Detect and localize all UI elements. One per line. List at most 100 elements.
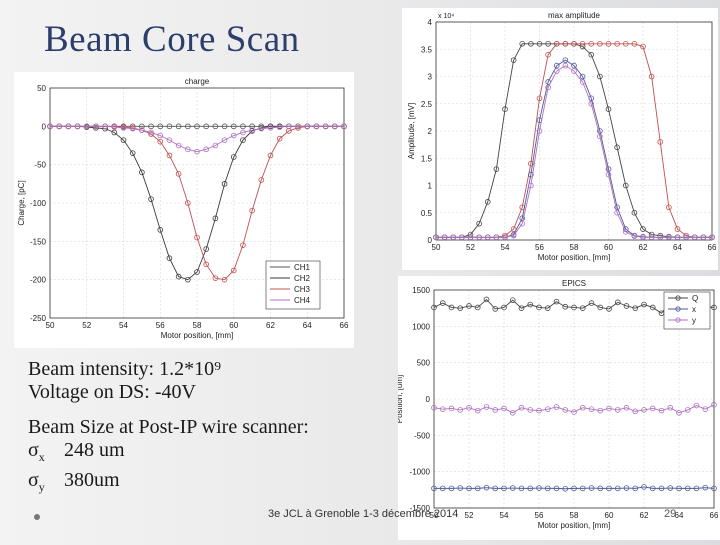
data-point-Q [501,304,507,311]
data-point-CH4 [166,137,173,143]
y-tick-label: -100 [30,199,47,208]
data-point-Q [457,305,464,311]
y-tick-label: 4 [428,18,433,27]
data-point-red [674,226,681,232]
data-point-x [702,484,709,491]
legend-box [265,260,321,310]
data-point-blue [519,215,526,222]
x-axis-label: Motor position, [mm] [538,253,610,262]
data-point-dark [605,106,612,112]
data-point-Q [632,305,639,311]
data-point-Q [614,299,621,306]
data-point-Q [711,304,717,311]
data-point-CH1 [166,123,173,130]
data-point-violet [622,229,629,235]
y-tick-label: 3 [428,73,433,82]
sigma-x-sub: x [38,450,45,464]
data-point-y [448,405,455,412]
data-point-Q [466,303,472,309]
data-point-dark [528,40,534,47]
data-point-Q [439,300,446,306]
y-tick-label: 1 [428,182,433,191]
data-point-x [518,485,525,492]
y-tick-label: 2.5 [421,100,433,109]
slide-footer: 3e JCL à Grenoble 1-3 décembre 2014 [268,508,459,520]
chart-title: max amplitude [548,11,601,20]
data-point-CH2 [175,273,182,280]
data-point-CH4 [295,123,301,130]
data-point-dark [484,199,491,205]
data-point-y [579,404,586,411]
epics-chart: 50 52 54 56 58 60 62 64 66 1500 1000 500 0 -500 -1000 -… [395,279,719,530]
data-point-y [439,406,446,412]
data-point-Q [474,304,481,311]
data-point-red [605,40,612,47]
x-tick-label: 58 [193,321,202,330]
data-point-violet [528,182,534,189]
data-point-dark [614,144,620,151]
plot-frame [435,21,713,241]
data-point-x [431,485,437,492]
data-point-CH3 [276,135,283,142]
data-point-violet [510,232,517,239]
data-point-CH4 [267,125,274,131]
data-point-red [648,73,655,80]
data-point-Q [588,300,595,306]
data-point-violet [441,234,448,241]
data-point-CH3 [221,276,228,283]
x-tick-label: 50 [46,321,55,330]
data-point-red [571,40,577,47]
data-point-CH4 [148,129,154,136]
data-point-violet [579,79,586,85]
data-point-Q [509,297,516,303]
page-number: 29 [664,508,677,520]
legend-label: CH3 [294,285,311,294]
data-point-y [623,404,630,411]
data-point-CH4 [157,132,164,139]
x-tick-label: 64 [303,321,312,330]
x-tick-label: 62 [639,243,648,252]
sigma-y-sub: y [38,480,45,494]
data-point-CH4 [175,142,182,149]
x-tick-label: 60 [605,511,614,520]
data-point-CH4 [212,142,219,149]
data-point-CH1 [221,123,228,130]
x-tick-label: 60 [229,321,238,330]
data-point-red [536,95,543,102]
data-point-violet [683,234,689,241]
data-point-y [693,402,700,409]
data-point-red [579,40,586,47]
data-point-blue [528,171,534,178]
data-point-dark [588,51,595,58]
data-point-dark [536,40,543,47]
data-point-Q [623,303,630,309]
data-point-blue [553,62,560,69]
data-point-CH4 [286,123,292,130]
x-tick-label: 56 [156,321,165,330]
x-tick-label: 62 [266,321,275,330]
data-point-CH2 [93,125,99,131]
data-point-x [676,485,682,492]
data-point-Q [553,298,560,305]
data-point-blue [571,62,577,69]
data-point-dark [631,209,638,216]
data-point-violet [691,234,698,241]
data-point-x [492,485,499,492]
data-point-violet [536,128,543,134]
data-point-CH2 [240,137,246,143]
data-point-CH4 [65,123,72,130]
legend-marker [675,306,681,312]
data-point-y [597,407,604,414]
data-point-red [631,40,638,47]
data-point-x [536,485,542,491]
data-point-violet [657,234,664,241]
data-point-violet [433,234,439,241]
data-point-x [711,485,717,492]
data-point-Q [606,306,612,312]
sigma-y-value: 380um [64,469,120,491]
data-point-CH4 [194,148,200,155]
data-point-CH2 [139,169,145,176]
series-line-dark [436,43,712,238]
x-tick-label: 58 [570,511,579,520]
data-point-dark [502,106,508,112]
